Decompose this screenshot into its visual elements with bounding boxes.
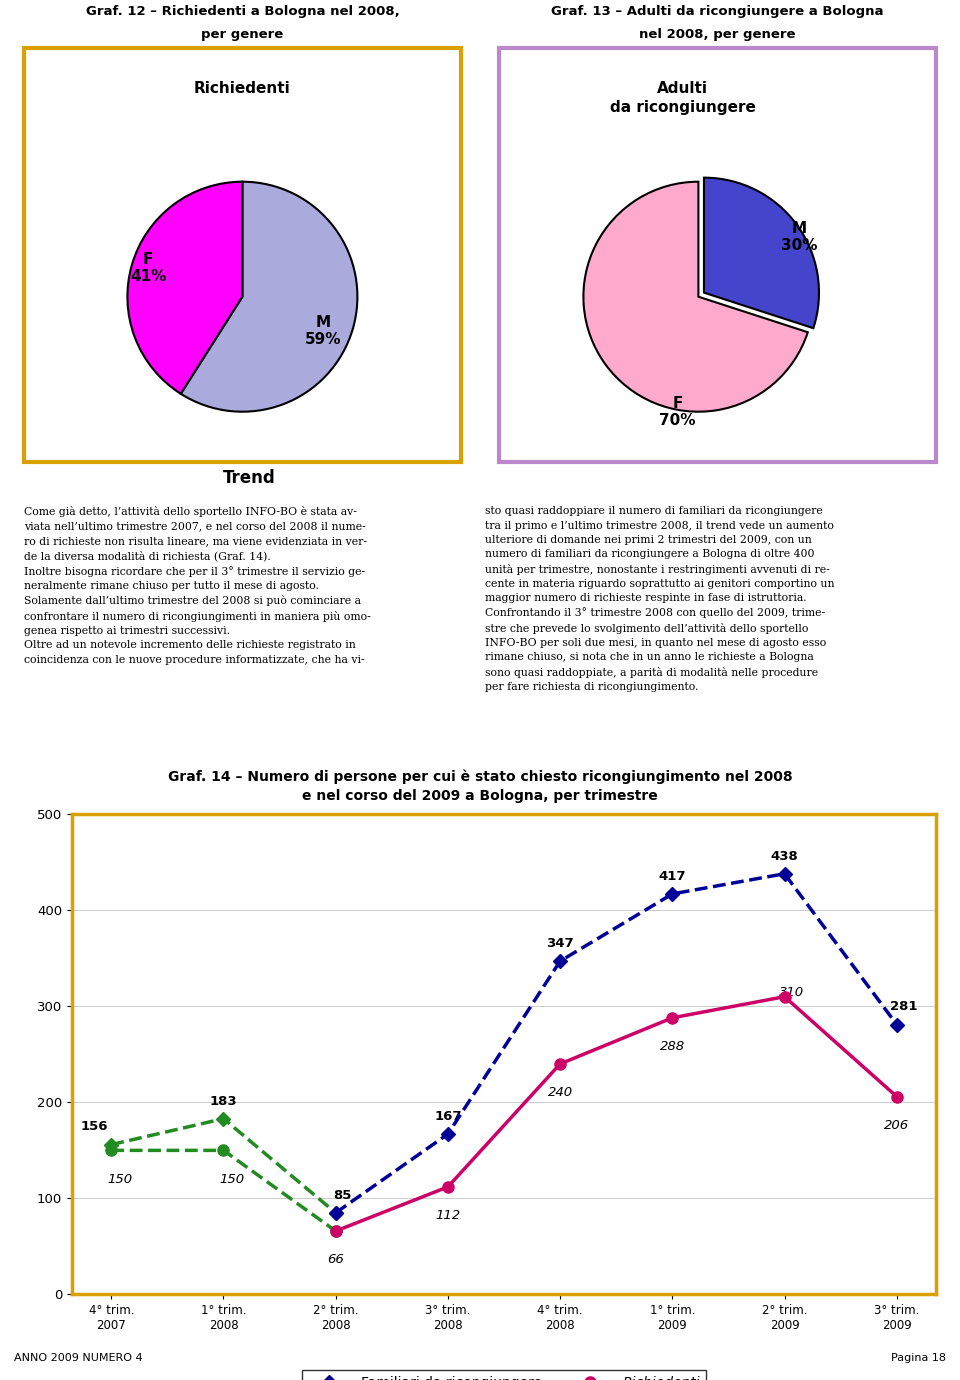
Wedge shape xyxy=(128,182,243,393)
Text: 112: 112 xyxy=(435,1209,461,1223)
Text: 150: 150 xyxy=(219,1173,245,1185)
Wedge shape xyxy=(180,182,357,411)
Wedge shape xyxy=(704,178,819,328)
Text: Graf. 13 – Adulti da ricongiungere a Bologna: Graf. 13 – Adulti da ricongiungere a Bol… xyxy=(551,6,884,18)
Text: 281: 281 xyxy=(890,1000,918,1013)
Text: per genere: per genere xyxy=(202,29,283,41)
Text: Come già detto, l’attività dello sportello INFO-BO è stata av-
viata nell’ultimo: Come già detto, l’attività dello sportel… xyxy=(24,506,371,665)
Text: 206: 206 xyxy=(884,1119,909,1132)
Text: M
30%: M 30% xyxy=(781,221,818,253)
Text: 288: 288 xyxy=(660,1041,684,1053)
Text: Graf. 14 – Numero di persone per cui è stato chiesto ricongiungimento nel 2008: Graf. 14 – Numero di persone per cui è s… xyxy=(168,769,792,784)
Text: 66: 66 xyxy=(327,1253,344,1267)
Text: 438: 438 xyxy=(771,850,799,862)
Text: Pagina 18: Pagina 18 xyxy=(891,1352,946,1363)
Text: 85: 85 xyxy=(333,1188,351,1202)
Text: 183: 183 xyxy=(209,1094,237,1108)
Text: F
70%: F 70% xyxy=(660,396,696,428)
Text: Adulti
da ricongiungere: Adulti da ricongiungere xyxy=(610,81,756,115)
Text: Trend: Trend xyxy=(224,469,276,487)
Text: e nel corso del 2009 a Bologna, per trimestre: e nel corso del 2009 a Bologna, per trim… xyxy=(302,789,658,803)
Text: 310: 310 xyxy=(779,985,804,999)
Text: 167: 167 xyxy=(434,1110,462,1123)
Text: 150: 150 xyxy=(108,1173,132,1185)
Text: 417: 417 xyxy=(659,869,686,883)
Text: sto quasi raddoppiare il numero di familiari da ricongiungere
tra il primo e l’u: sto quasi raddoppiare il numero di famil… xyxy=(485,506,834,693)
Text: nel 2008, per genere: nel 2008, per genere xyxy=(639,29,796,41)
Text: M
59%: M 59% xyxy=(304,315,341,348)
Wedge shape xyxy=(584,182,807,411)
Text: 156: 156 xyxy=(81,1121,108,1133)
Text: 240: 240 xyxy=(547,1086,573,1098)
Text: ANNO 2009 NUMERO 4: ANNO 2009 NUMERO 4 xyxy=(14,1352,143,1363)
Text: 347: 347 xyxy=(546,937,574,949)
Legend: Familiari da ricongiungere, Richiedenti: Familiari da ricongiungere, Richiedenti xyxy=(302,1370,706,1380)
Text: Richiedenti: Richiedenti xyxy=(194,81,291,97)
Text: Graf. 12 – Richiedenti a Bologna nel 2008,: Graf. 12 – Richiedenti a Bologna nel 200… xyxy=(85,6,399,18)
Text: F
41%: F 41% xyxy=(130,251,166,284)
